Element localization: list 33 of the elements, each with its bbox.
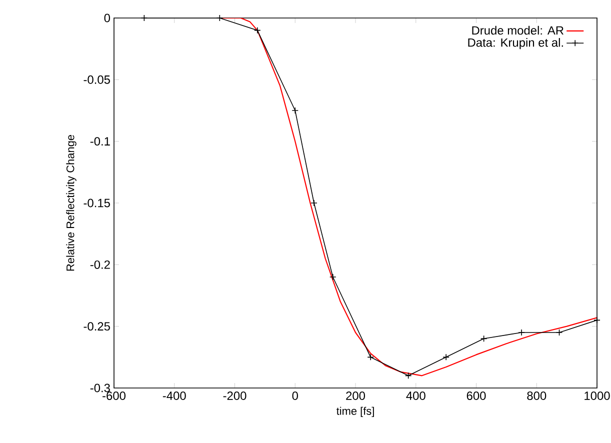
y-tick-label: -0.3 [90,384,110,392]
x-tick-label: -200 [223,392,246,400]
y-tick-label: -0.15 [84,198,110,208]
legend-label: Drude model: AR [472,26,564,35]
point [292,107,299,114]
x-tick-label: 0 [292,392,298,400]
point [480,335,488,342]
point [594,316,600,324]
point [442,354,450,361]
x-tick-label: 1000 [584,392,610,400]
point [404,372,412,380]
point [556,329,563,336]
point [310,200,318,206]
y-tick-label: -0.2 [90,260,110,269]
y-tick-label: -0.1 [90,137,110,146]
y-axis-title: Relative Reflectivity Change [66,134,76,271]
point [216,14,224,22]
point [254,26,261,34]
x-tick-label: 600 [466,392,486,400]
x-tick-label: -400 [162,392,186,400]
y-tick-label: -0.05 [84,75,110,84]
x-tick-label: 200 [346,392,366,400]
x-tick-label: -600 [102,392,126,400]
legend-label: Data: Krupin et al. [468,38,563,50]
y-tick-label: -0.25 [84,322,110,331]
point [518,329,525,336]
y-tick-label: 0 [104,14,110,22]
point [367,354,374,361]
x-axis-title: time [fs] [336,406,374,418]
x-tick-label: 800 [527,392,546,400]
point [140,14,148,22]
x-tick-label: 400 [406,392,426,400]
point [329,274,336,280]
